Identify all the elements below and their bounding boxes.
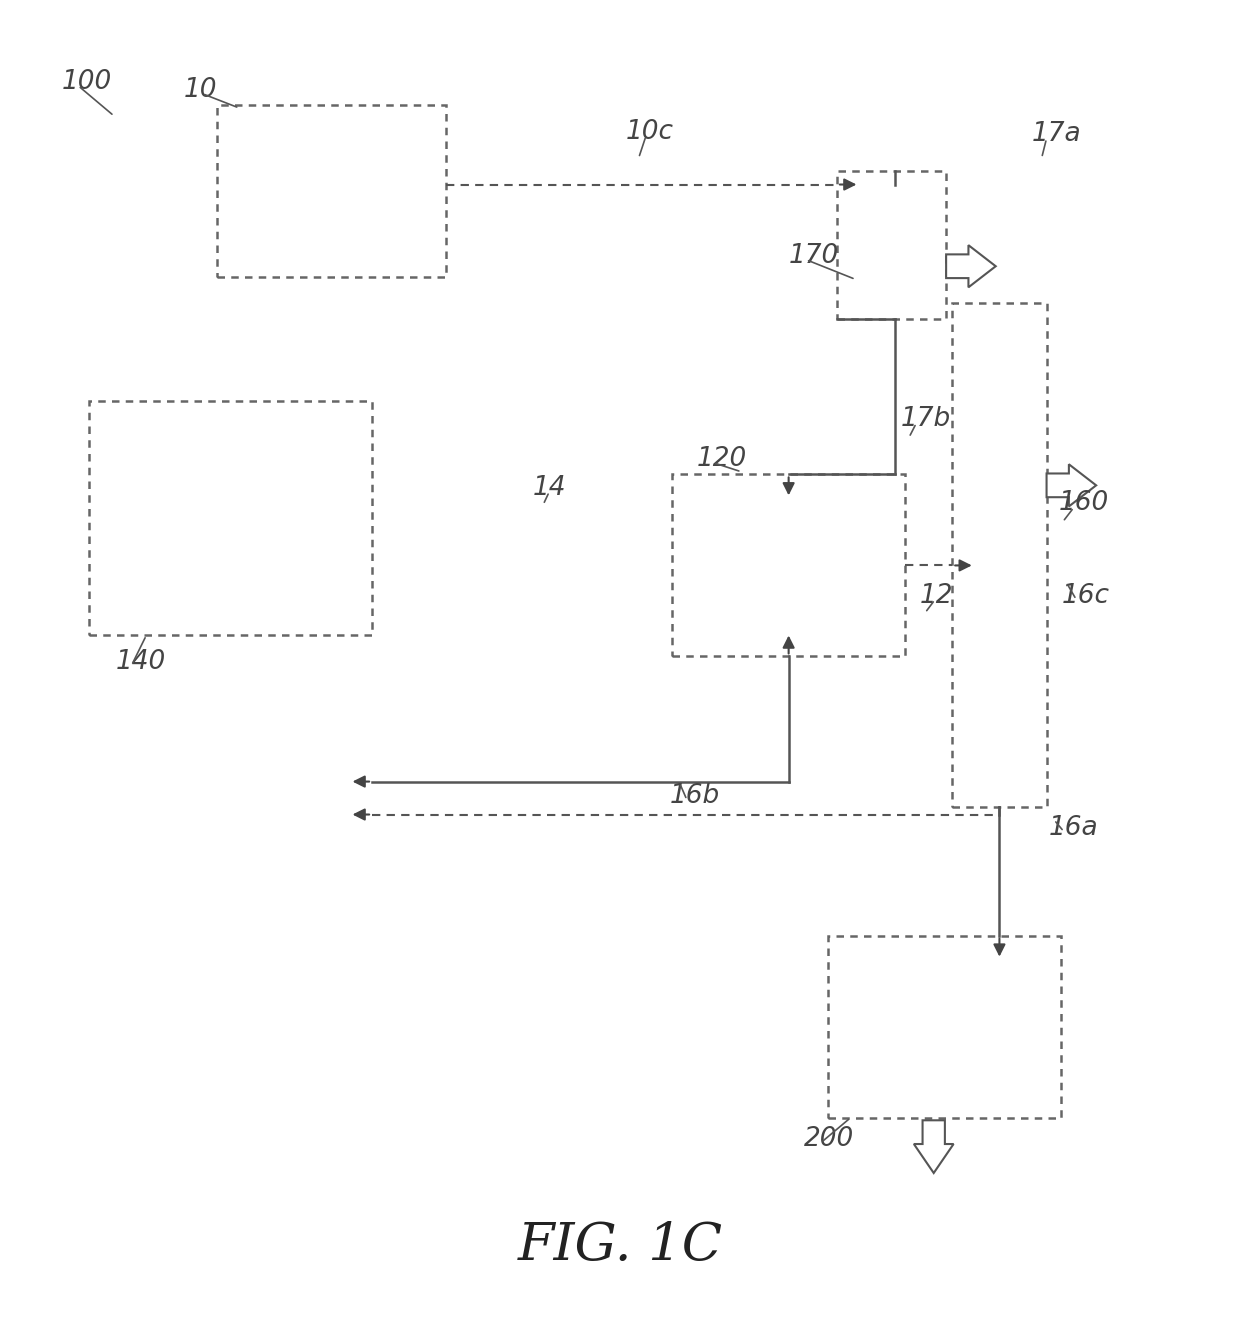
Text: 140: 140 (115, 648, 166, 675)
Text: 12: 12 (920, 583, 954, 609)
Text: 10c: 10c (626, 119, 675, 145)
FancyArrow shape (914, 1120, 954, 1173)
Text: 10: 10 (184, 76, 217, 103)
Text: 16a: 16a (1049, 815, 1099, 841)
Text: 100: 100 (62, 69, 113, 95)
Bar (672, 474, 905, 656)
Bar (952, 303, 1047, 807)
Bar (828, 936, 1061, 1118)
Text: 17a: 17a (1032, 121, 1081, 148)
FancyArrow shape (946, 245, 996, 287)
FancyArrow shape (1047, 464, 1096, 506)
Text: 16b: 16b (670, 783, 720, 809)
Bar (837, 171, 946, 319)
Text: 160: 160 (1059, 490, 1110, 517)
Text: 200: 200 (804, 1126, 854, 1152)
Text: 14: 14 (533, 474, 567, 501)
Bar (217, 105, 446, 277)
Text: 17b: 17b (900, 406, 951, 432)
Text: 170: 170 (789, 243, 839, 269)
Text: 120: 120 (697, 445, 748, 472)
Bar (89, 401, 372, 635)
Text: FIG. 1C: FIG. 1C (517, 1220, 723, 1271)
Text: 16c: 16c (1061, 583, 1110, 609)
